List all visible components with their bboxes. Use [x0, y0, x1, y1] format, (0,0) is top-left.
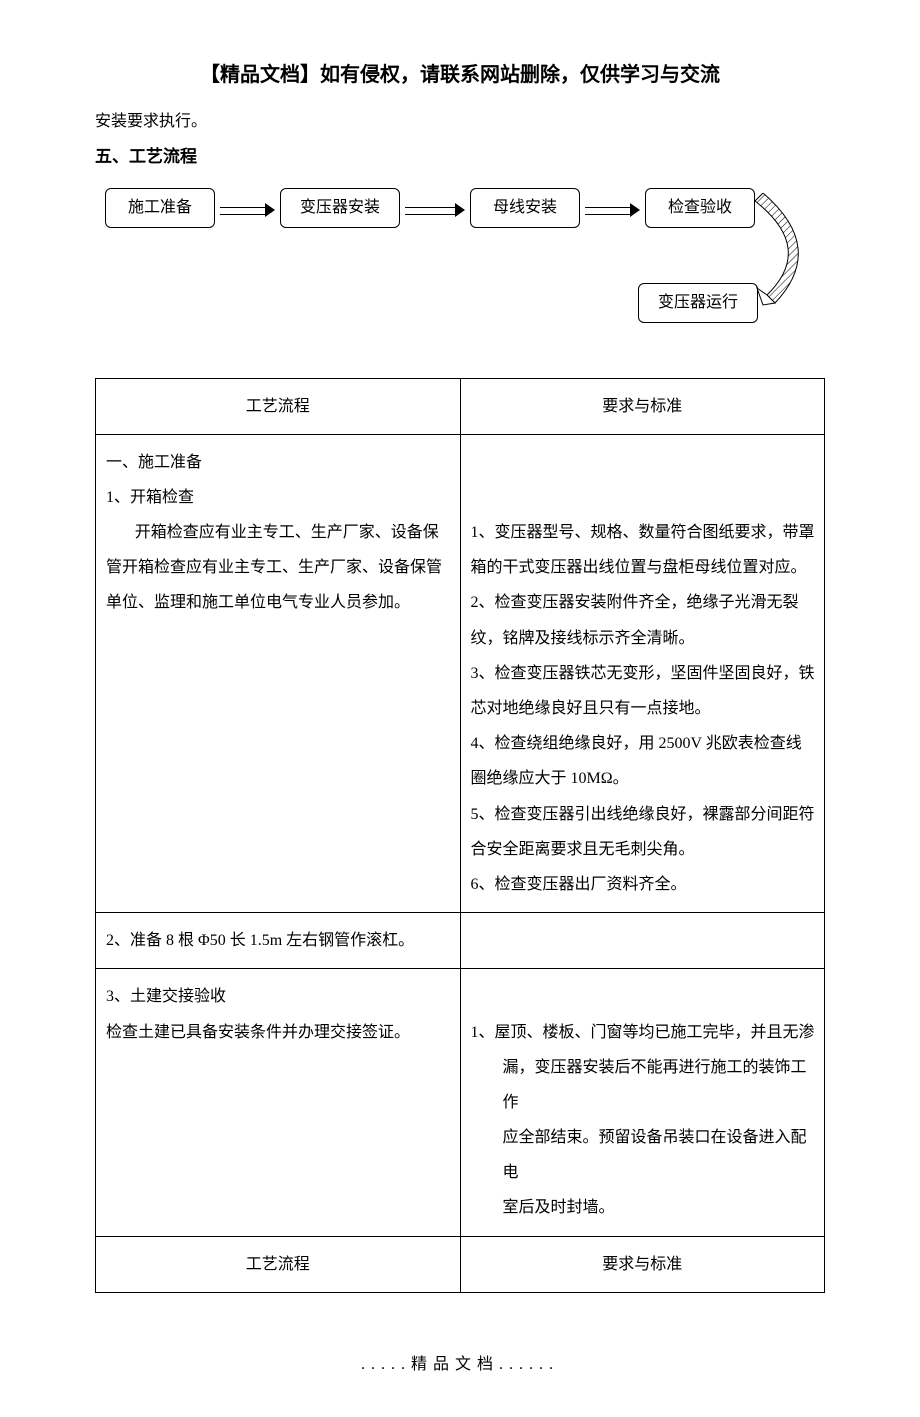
text-line: 室后及时封墙。: [471, 1190, 615, 1225]
text-line: 检查土建已具备安装条件并办理交接签证。: [106, 1024, 410, 1041]
flow-node-transformer-install: 变压器安装: [280, 188, 400, 228]
text-line: 3、土建交接验收: [106, 988, 226, 1005]
pre-text: 安装要求执行。: [95, 110, 825, 134]
text-line: 开箱检查应有业主专工、生产厂家、设备保管: [122, 559, 442, 576]
text-line: 1、开箱检查: [106, 489, 194, 506]
text-line: 3、检查变压器铁芯无变形，坚固件坚固良好，铁芯对地绝缘良好且只有一点接地。: [471, 665, 815, 717]
table-header-process: 工艺流程: [96, 1236, 461, 1292]
table-cell: 1、变压器型号、规格、数量符合图纸要求，带罩箱的干式变压器出线位置与盘柜母线位置…: [460, 434, 825, 912]
text-line: 一、施工准备: [106, 454, 202, 471]
table-cell: 2、准备 8 根 Φ50 长 1.5m 左右钢管作滚杠。: [96, 913, 461, 969]
page-title: 【精品文档】如有侵权，请联系网站删除，仅供学习与交流: [95, 60, 825, 90]
table-header-requirements: 要求与标准: [460, 1236, 825, 1292]
text-line: 2、检查变压器安装附件齐全，绝缘子光滑无裂纹，铭牌及接线标示齐全清晰。: [471, 594, 799, 646]
section-heading: 五、工艺流程: [95, 144, 825, 170]
text-line: 漏，变压器安装后不能再进行施工的装饰工作: [471, 1050, 817, 1120]
text-line: 5、检查变压器引出线绝缘良好，裸露部分间距符合安全距离要求且无毛刺尖角。: [471, 806, 815, 858]
flow-node-busbar-install: 母线安装: [470, 188, 580, 228]
flow-node-prep: 施工准备: [105, 188, 215, 228]
process-table: 工艺流程 要求与标准 一、施工准备 1、开箱检查 开箱检查应有业主专工、生产厂家…: [95, 378, 825, 1293]
table-cell: 一、施工准备 1、开箱检查 开箱检查应有业主专工、生产厂家、设备保管开箱检查应有…: [96, 434, 461, 912]
text-line: 2、准备 8 根 Φ50 长 1.5m 左右钢管作滚杠。: [106, 932, 414, 949]
text-line: 应全部结束。预留设备吊装口在设备进入配电: [471, 1120, 817, 1190]
table-header-process: 工艺流程: [96, 378, 461, 434]
table-cell: 1、屋顶、楼板、门窗等均已施工完毕，并且无渗 漏，变压器安装后不能再进行施工的装…: [460, 969, 825, 1236]
text-line: 4、检查绕组绝缘良好，用 2500V 兆欧表检查线圈绝缘应大于 10MΩ。: [471, 735, 802, 787]
flow-curve-arrow: [745, 193, 835, 333]
text-line: 1、变压器型号、规格、数量符合图纸要求，带罩箱的干式变压器出线位置与盘柜母线位置…: [471, 524, 815, 576]
text-line: 单位、监理和施工单位电气专业人员参加。: [106, 594, 410, 611]
text-line: 6、检查变压器出厂资料齐全。: [471, 876, 687, 893]
flow-node-inspection: 检查验收: [645, 188, 755, 228]
text-line: 1、屋顶、楼板、门窗等均已施工完毕，并且无渗: [471, 1024, 815, 1041]
table-cell: 3、土建交接验收 检查土建已具备安装条件并办理交接签证。: [96, 969, 461, 1236]
process-flowchart: 施工准备 变压器安装 母线安装 检查验收 变压器运行: [105, 188, 825, 358]
flow-node-operation: 变压器运行: [638, 283, 758, 323]
table-header-requirements: 要求与标准: [460, 378, 825, 434]
table-cell: [460, 913, 825, 969]
page-footer: .....精品文档......: [95, 1353, 825, 1377]
